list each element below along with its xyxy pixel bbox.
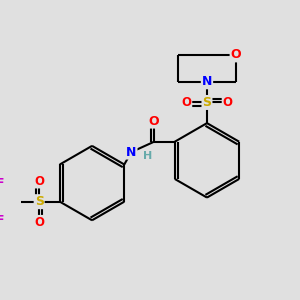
- Text: O: O: [223, 96, 232, 109]
- Text: N: N: [126, 146, 136, 159]
- Text: O: O: [149, 115, 159, 128]
- Text: O: O: [231, 48, 241, 62]
- Text: F: F: [0, 214, 4, 227]
- Text: O: O: [181, 96, 191, 109]
- Text: F: F: [0, 177, 4, 190]
- Text: H: H: [143, 151, 152, 161]
- Text: S: S: [202, 96, 211, 109]
- Text: O: O: [34, 175, 44, 188]
- Text: N: N: [202, 75, 212, 88]
- Text: O: O: [34, 216, 44, 229]
- Text: S: S: [35, 195, 44, 208]
